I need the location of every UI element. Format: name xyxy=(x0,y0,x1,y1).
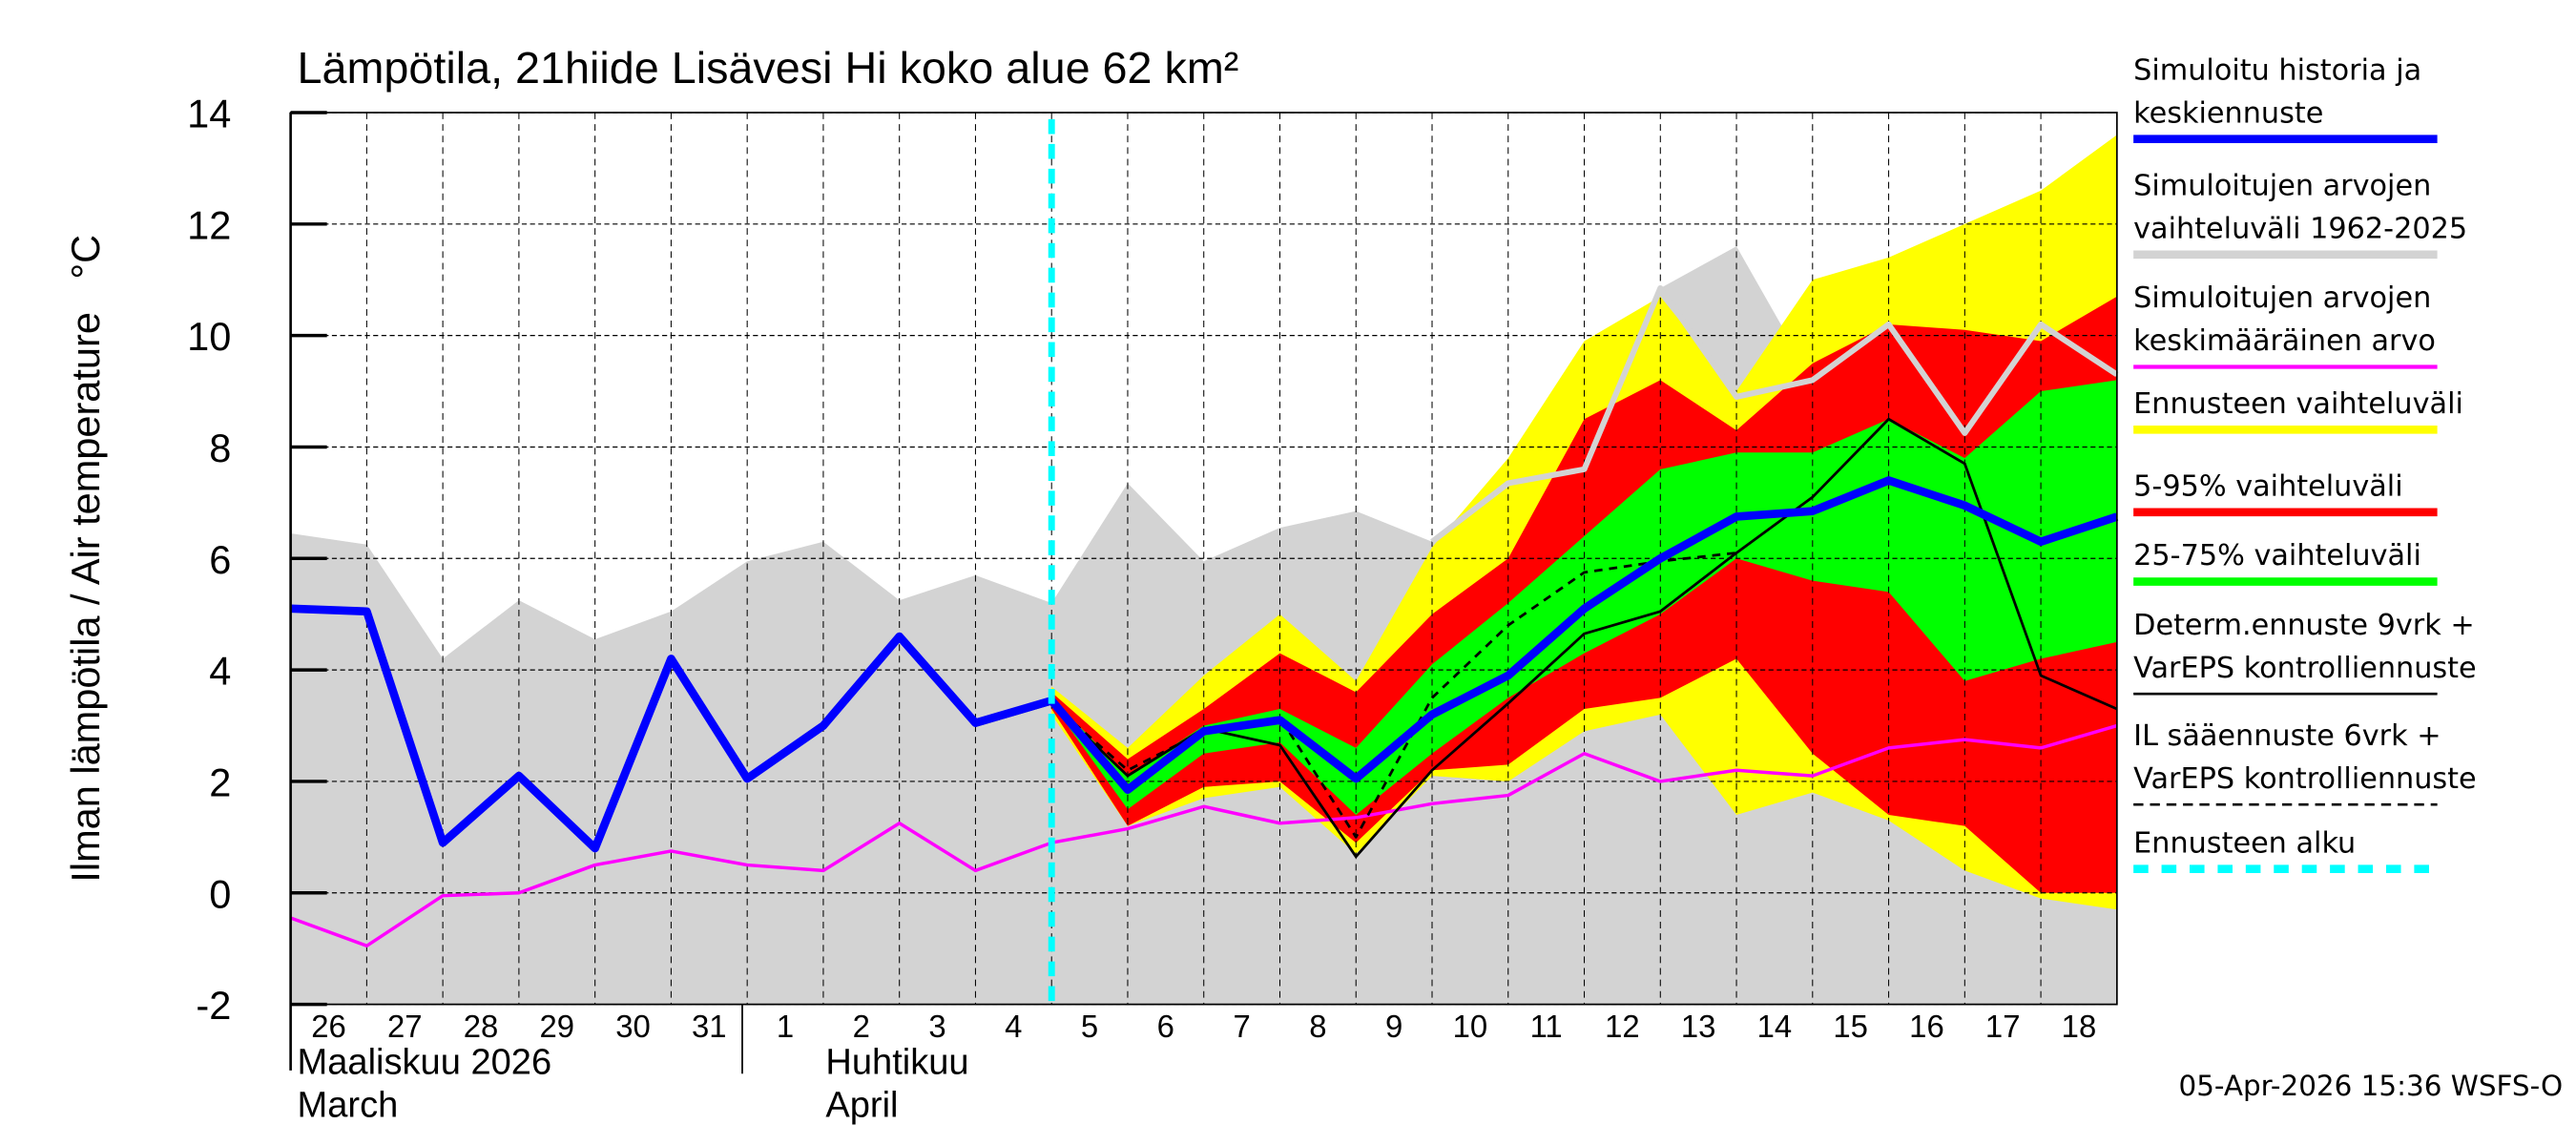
x-tick-label: 8 xyxy=(1309,1009,1326,1044)
month-label: Maaliskuu 2026 xyxy=(298,1042,552,1082)
x-tick-label: 27 xyxy=(387,1009,423,1044)
x-tick-label: 31 xyxy=(692,1009,727,1044)
legend-label: 5-95% vaihteluväli xyxy=(2133,470,2402,504)
legend-label: Simuloitu historia ja xyxy=(2133,53,2421,87)
month-label: Huhtikuu xyxy=(825,1042,968,1082)
x-tick-label: 13 xyxy=(1681,1009,1716,1044)
y-tick-label: 12 xyxy=(187,202,231,247)
chart-title: Lämpötila, 21hiide Lisävesi Hi koko alue… xyxy=(298,43,1239,93)
x-tick-label: 30 xyxy=(615,1009,651,1044)
y-tick-label: 6 xyxy=(209,537,231,582)
y-tick-label: 2 xyxy=(209,760,231,805)
y-tick-label: 8 xyxy=(209,426,231,470)
series-line-2 xyxy=(898,417,2118,859)
legend-label: Ennusteen vaihteluväli xyxy=(2133,387,2463,421)
x-tick-label: 26 xyxy=(311,1009,346,1044)
legend-label: Determ.ennuste 9vrk + xyxy=(2133,609,2475,642)
legend-label: VarEPS kontrolliennuste xyxy=(2133,762,2477,796)
series-line-4 xyxy=(290,476,2119,853)
x-tick-label: 10 xyxy=(1453,1009,1488,1044)
legend-label: IL sääennuste 6vrk + xyxy=(2133,719,2441,753)
legend-label: Simuloitujen arvojen xyxy=(2133,281,2431,315)
x-tick-label: 17 xyxy=(1985,1009,2021,1044)
legend-label: keskimääräinen arvo xyxy=(2133,324,2436,358)
legend-label: keskiennuste xyxy=(2133,96,2323,130)
legend-label: Simuloitujen arvojen xyxy=(2133,170,2431,203)
x-tick-label: 28 xyxy=(464,1009,499,1044)
x-tick-label: 6 xyxy=(1157,1009,1174,1044)
x-tick-label: 5 xyxy=(1081,1009,1098,1044)
month-label-en: March xyxy=(298,1085,399,1125)
x-tick-label: 12 xyxy=(1605,1009,1640,1044)
x-tick-label: 4 xyxy=(1005,1009,1022,1044)
month-label-en: April xyxy=(825,1085,898,1125)
y-tick-label: 14 xyxy=(187,92,231,136)
x-tick-label: 7 xyxy=(1233,1009,1250,1044)
x-tick-label: 29 xyxy=(539,1009,574,1044)
footer-timestamp: 05-Apr-2026 15:36 WSFS-O xyxy=(2179,1070,2564,1102)
series-line-1 xyxy=(1430,284,2119,545)
series-line-0 xyxy=(290,723,2118,947)
y-tick-label: -2 xyxy=(196,983,231,1028)
x-tick-label: 3 xyxy=(928,1009,945,1044)
legend-label: Ennusteen alku xyxy=(2133,826,2356,860)
y-axis-label: Ilman lämpötila / Air temperature °C xyxy=(63,235,108,883)
x-tick-label: 15 xyxy=(1833,1009,1868,1044)
legend-label: VarEPS kontrolliennuste xyxy=(2133,652,2477,685)
y-tick-label: 4 xyxy=(209,649,231,694)
x-tick-label: 18 xyxy=(2062,1009,2097,1044)
x-tick-label: 14 xyxy=(1757,1009,1793,1044)
legend-label: 25-75% vaihteluväli xyxy=(2133,539,2421,572)
x-tick-label: 9 xyxy=(1385,1009,1402,1044)
x-tick-label: 1 xyxy=(777,1009,794,1044)
x-tick-label: 11 xyxy=(1530,1009,1563,1044)
x-tick-label: 16 xyxy=(1909,1009,1944,1044)
y-tick-label: 0 xyxy=(209,871,231,916)
x-tick-label: 2 xyxy=(853,1009,870,1044)
y-tick-label: 10 xyxy=(187,314,231,359)
range-25-75-area xyxy=(1051,380,2117,815)
legend-label: vaihteluväli 1962-2025 xyxy=(2133,213,2467,246)
